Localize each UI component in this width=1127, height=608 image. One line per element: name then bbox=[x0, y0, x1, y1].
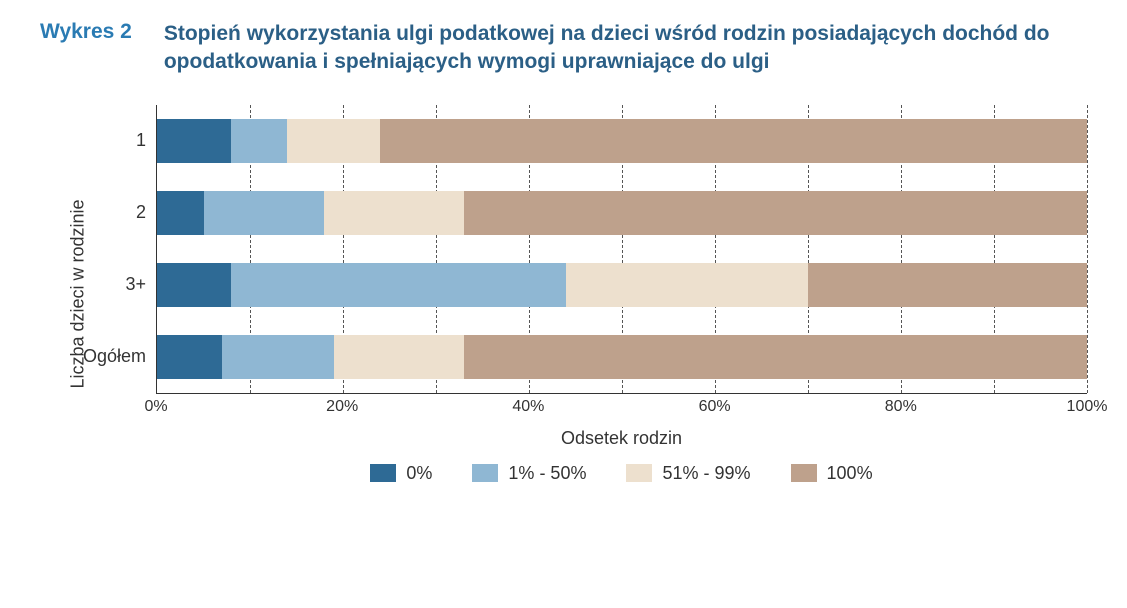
y-axis-label-col: Liczba dzieci w rodzinie bbox=[40, 105, 76, 484]
stacked-bar bbox=[157, 263, 1087, 307]
bar-segment bbox=[464, 191, 1087, 235]
bar-row bbox=[157, 177, 1087, 249]
y-axis-label: Liczba dzieci w rodzinie bbox=[67, 200, 88, 389]
stacked-bar bbox=[157, 191, 1087, 235]
x-tick-label: 20% bbox=[326, 398, 358, 416]
bar-segment bbox=[231, 119, 287, 163]
bar-segment bbox=[380, 119, 1087, 163]
stacked-bar bbox=[157, 335, 1087, 379]
bar-segment bbox=[222, 335, 334, 379]
legend-label: 100% bbox=[827, 463, 873, 484]
plot-area-col: 0% 20% 40% 60% 80% 100% Odsetek rodzin 0% 1% -… bbox=[156, 105, 1087, 484]
legend-item: 0% bbox=[370, 463, 432, 484]
bars bbox=[157, 105, 1087, 393]
legend-label: 1% - 50% bbox=[508, 463, 586, 484]
page: Wykres 2 Stopień wykorzystania ulgi poda… bbox=[0, 0, 1127, 608]
legend: 0% 1% - 50% 51% - 99% 100% bbox=[156, 463, 1087, 484]
title-row: Wykres 2 Stopień wykorzystania ulgi poda… bbox=[40, 20, 1087, 77]
legend-item: 100% bbox=[791, 463, 873, 484]
legend-swatch bbox=[791, 464, 817, 482]
bar-segment bbox=[157, 263, 231, 307]
legend-label: 0% bbox=[406, 463, 432, 484]
bar-segment bbox=[204, 191, 325, 235]
x-ticks: 0%20%40%60%80%100% bbox=[156, 394, 1087, 418]
bar-row bbox=[157, 321, 1087, 393]
category-label: 1 bbox=[76, 105, 156, 177]
legend-item: 51% - 99% bbox=[626, 463, 750, 484]
stacked-bar bbox=[157, 119, 1087, 163]
bar-segment bbox=[334, 335, 464, 379]
legend-swatch bbox=[626, 464, 652, 482]
bar-segment bbox=[231, 263, 566, 307]
bar-segment bbox=[566, 263, 808, 307]
bar-segment bbox=[287, 119, 380, 163]
x-tick-label: 0% bbox=[144, 398, 167, 416]
plot-area bbox=[156, 105, 1087, 394]
x-tick-label: 80% bbox=[885, 398, 917, 416]
chart: Liczba dzieci w rodzinie 123+Ogółem 0%20… bbox=[40, 105, 1087, 484]
x-tick-label: 60% bbox=[699, 398, 731, 416]
bar-segment bbox=[157, 335, 222, 379]
bar-segment bbox=[464, 335, 1087, 379]
bar-row bbox=[157, 249, 1087, 321]
x-axis-label: Odsetek rodzin bbox=[156, 428, 1087, 449]
figure-label: Wykres 2 bbox=[40, 20, 132, 44]
legend-swatch bbox=[472, 464, 498, 482]
bar-segment bbox=[157, 191, 204, 235]
gridline bbox=[1087, 105, 1088, 393]
bar-segment bbox=[157, 119, 231, 163]
bar-segment bbox=[324, 191, 464, 235]
x-tick-label: 100% bbox=[1067, 398, 1108, 416]
legend-label: 51% - 99% bbox=[662, 463, 750, 484]
bar-segment bbox=[808, 263, 1087, 307]
figure-title: Stopień wykorzystania ulgi podatkowej na… bbox=[164, 20, 1087, 77]
x-tick-label: 40% bbox=[512, 398, 544, 416]
legend-swatch bbox=[370, 464, 396, 482]
legend-item: 1% - 50% bbox=[472, 463, 586, 484]
bar-row bbox=[157, 105, 1087, 177]
